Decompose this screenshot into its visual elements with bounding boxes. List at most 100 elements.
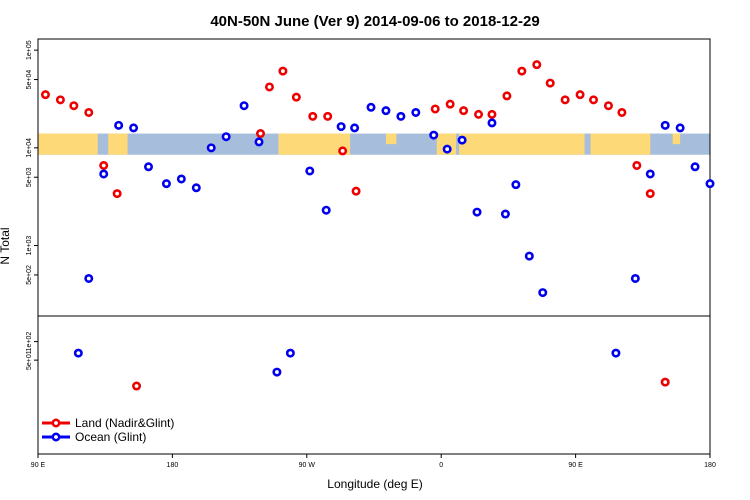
map-land	[278, 133, 351, 155]
land-point	[445, 99, 455, 109]
ocean-point	[645, 169, 655, 179]
land-point	[603, 101, 613, 111]
y-tick-label: 5e+02	[26, 265, 33, 285]
land-point	[502, 91, 512, 101]
ocean-point	[630, 273, 640, 283]
ocean-point	[705, 179, 715, 189]
world-map-band	[38, 133, 710, 155]
map-land	[38, 133, 98, 155]
ocean-point	[285, 348, 295, 358]
y-tick-label: 5e+03	[26, 167, 33, 187]
map-land	[385, 133, 397, 145]
data-points	[40, 60, 715, 391]
ocean-point	[73, 348, 83, 358]
y-axis-label: N Total	[0, 227, 12, 264]
map-land	[672, 133, 681, 145]
y-tick-label: 1e+02	[26, 332, 33, 352]
land-point	[351, 186, 361, 196]
ocean-point	[381, 106, 391, 116]
land-point	[660, 377, 670, 387]
ocean-point	[254, 137, 264, 147]
y-tick-label: 5e+01	[26, 350, 33, 370]
ocean-point	[611, 348, 621, 358]
land-point	[323, 111, 333, 121]
land-point	[430, 104, 440, 114]
ocean-point	[660, 120, 670, 130]
ocean-point	[690, 162, 700, 172]
legend-marker-land	[51, 418, 61, 428]
land-point	[40, 90, 50, 100]
map-land	[590, 133, 651, 155]
land-point	[112, 189, 122, 199]
land-point	[474, 109, 484, 119]
land-point	[338, 146, 348, 156]
ocean-point	[272, 367, 282, 377]
ocean-point	[321, 205, 331, 215]
y-tick-label: 5e+04	[26, 70, 33, 90]
land-point	[291, 92, 301, 102]
x-tick-label: 90 W	[299, 462, 316, 469]
legend-marker-ocean	[51, 432, 61, 442]
ocean-point	[221, 132, 231, 142]
ocean-point	[487, 118, 497, 128]
land-point	[99, 160, 109, 170]
ocean-point	[396, 111, 406, 121]
x-axis-label: Longitude (deg E)	[327, 477, 422, 491]
land-point	[575, 90, 585, 100]
land-point	[617, 107, 627, 117]
ocean-point	[84, 273, 94, 283]
ocean-point	[538, 288, 548, 298]
land-point	[256, 129, 266, 139]
land-point	[264, 82, 274, 92]
ocean-point	[176, 174, 186, 184]
y-tick-label: 1e+05	[26, 40, 33, 60]
land-point	[69, 101, 79, 111]
land-point	[55, 95, 65, 105]
ocean-point	[114, 120, 124, 130]
ocean-point	[191, 183, 201, 193]
y-tick-label: 1e+03	[26, 236, 33, 256]
x-tick-label: 180	[167, 462, 179, 469]
ocean-point	[336, 122, 346, 132]
y-tick-label: 1e+04	[26, 138, 33, 158]
x-tick-label: 0	[439, 462, 443, 469]
ocean-point	[305, 166, 315, 176]
land-point	[517, 66, 527, 76]
ocean-point	[675, 123, 685, 133]
land-point	[589, 95, 599, 105]
ocean-point	[472, 207, 482, 217]
land-point	[308, 111, 318, 121]
legend-label-land: Land (Nadir&Glint)	[75, 416, 174, 430]
legend-label-ocean: Ocean (Glint)	[75, 430, 146, 444]
chart-title: 40N-50N June (Ver 9) 2014-09-06 to 2018-…	[210, 13, 539, 30]
x-tick-label: 90 E	[568, 462, 583, 469]
ocean-point	[429, 130, 439, 140]
land-point	[632, 160, 642, 170]
map-land	[108, 133, 128, 155]
plot-frames	[37, 38, 711, 455]
ocean-point	[350, 123, 360, 133]
land-point	[84, 107, 94, 117]
legend-item-ocean: Ocean (Glint)	[42, 430, 146, 444]
land-point	[487, 109, 497, 119]
ocean-point	[239, 101, 249, 111]
land-point	[132, 381, 142, 391]
x-tick-label: 90 E	[31, 462, 46, 469]
land-point	[278, 66, 288, 76]
axis-ticks: 90 E 180 90 W 0 90 E 180 5e+02 1e+03 5e+03 1e+04 5…	[26, 40, 716, 469]
ocean-point	[366, 102, 376, 112]
land-point	[532, 60, 542, 70]
ocean-point	[129, 123, 139, 133]
land-point	[560, 95, 570, 105]
ocean-point	[206, 143, 216, 153]
map-land	[459, 133, 585, 155]
ocean-point	[524, 251, 534, 261]
ocean-point	[161, 179, 171, 189]
ocean-point	[457, 135, 467, 145]
x-tick-label: 180	[704, 462, 716, 469]
land-point	[545, 78, 555, 88]
land-point	[459, 106, 469, 116]
legend-item-land: Land (Nadir&Glint)	[42, 416, 174, 430]
ocean-point	[500, 209, 510, 219]
